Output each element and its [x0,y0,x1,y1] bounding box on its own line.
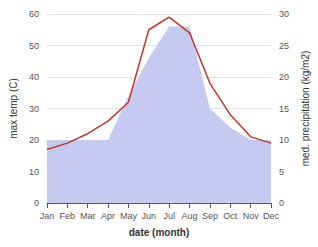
svg-text:Sep: Sep [202,211,218,221]
svg-text:date (month): date (month) [129,227,190,238]
svg-text:10: 10 [29,167,39,177]
svg-text:10: 10 [279,135,289,145]
svg-text:20: 20 [29,135,39,145]
svg-text:Mar: Mar [80,211,96,221]
svg-text:May: May [120,211,138,221]
svg-text:60: 60 [29,9,39,19]
svg-text:max temp (C): max temp (C) [8,78,19,139]
svg-text:20: 20 [279,72,289,82]
svg-text:Feb: Feb [60,211,76,221]
svg-text:Dec: Dec [263,211,280,221]
svg-text:Nov: Nov [243,211,260,221]
svg-text:0: 0 [34,198,39,208]
svg-text:med. precipitation (kg/m2): med. precipitation (kg/m2) [300,51,311,167]
svg-text:5: 5 [279,167,284,177]
svg-text:30: 30 [279,9,289,19]
svg-text:25: 25 [279,41,289,51]
svg-text:Oct: Oct [223,211,238,221]
svg-text:Jul: Jul [163,211,175,221]
svg-text:15: 15 [279,104,289,114]
svg-text:Apr: Apr [101,211,115,221]
svg-text:Jan: Jan [40,211,55,221]
svg-text:Aug: Aug [182,211,198,221]
svg-text:Jun: Jun [142,211,157,221]
svg-text:40: 40 [29,72,39,82]
svg-text:0: 0 [279,198,284,208]
svg-text:50: 50 [29,41,39,51]
svg-text:30: 30 [29,104,39,114]
